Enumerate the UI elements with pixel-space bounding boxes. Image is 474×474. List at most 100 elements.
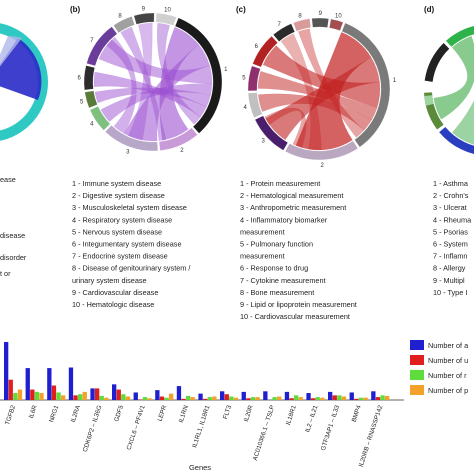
- panel-b-segment-8: [113, 16, 135, 34]
- gene-tick-label: IL1RL1, IL18R1: [191, 404, 211, 449]
- bar-7-series-2: [138, 399, 143, 400]
- panel-d-legend-item: 8 - Allergy: [433, 264, 466, 273]
- bar-4-series-1: [68, 367, 74, 400]
- bar-8-series-3: [164, 397, 169, 400]
- bar-17-series-4: [363, 397, 368, 400]
- panel-a: ease disease disorder t or: [0, 23, 48, 278]
- bar-1-series-2: [8, 379, 13, 400]
- panel-b-ribbon-7: [106, 36, 137, 134]
- panel-b-legend-item: 8 - Disease of genitourinary system /: [72, 264, 191, 273]
- panel-c-segment-4: [247, 92, 263, 118]
- panel-a-legend-item: disorder: [0, 253, 27, 262]
- bar-12-series-3: [250, 397, 256, 400]
- panel-c-legend-item: 9 - Lipid or lipoprotein measurement: [240, 300, 357, 309]
- panel-d-ribbon-2: [452, 100, 474, 145]
- bar-2-series-2: [30, 389, 35, 400]
- gene-tick-label: LEPR: [157, 404, 169, 422]
- panel-c-legend: 1 - Protein measurement 2 - Hematological…: [240, 179, 357, 321]
- bar-18-series-2: [375, 397, 381, 400]
- panel-c-ribbon-7: [298, 28, 365, 138]
- panel-d-legend-item: 10 - Type I: [433, 288, 467, 297]
- bar-15-series-2: [311, 398, 316, 400]
- bar-7-series-3: [142, 397, 148, 400]
- panel-b-legend-item: 4 - Respiratory system disease: [72, 215, 172, 224]
- panel-d-legend-item: 2 - Crohn's: [433, 191, 469, 200]
- panel-b-segment-number-5: 5: [80, 99, 84, 105]
- panel-c-segment-2: [284, 140, 359, 161]
- panel-c-segment-6: [252, 35, 278, 68]
- bar-18-series-4: [385, 395, 390, 400]
- bar-4-series-4: [82, 391, 87, 400]
- panel-b-ribbon-8: [120, 26, 167, 141]
- bar-11-series-4: [233, 397, 239, 400]
- bar-5-series-3: [99, 395, 104, 400]
- panel-b-legend-item: urinary system disease: [72, 276, 147, 285]
- bar-10-series-1: [198, 393, 203, 400]
- bar-15-series-1: [306, 393, 311, 400]
- bar-legend-swatch-2: [410, 355, 424, 365]
- gene-tick-label: NRG1: [48, 404, 60, 423]
- bar-legend-swatch-1: [410, 340, 424, 350]
- panel-c-legend-item: 8 - Bone measurement: [240, 288, 314, 297]
- gene-tick-label: CDK6P2 – IL36G: [82, 404, 104, 453]
- bar-2-series-4: [39, 393, 44, 400]
- bar-9-series-4: [190, 397, 195, 400]
- panel-d-label: (d): [424, 5, 435, 14]
- bar-8-series-4: [169, 393, 174, 400]
- panel-c-segment-number-2: 2: [321, 163, 325, 169]
- bar-3-series-1: [47, 368, 52, 400]
- bar-legend-label-4: Number of p: [428, 386, 468, 395]
- panel-c-chord-diagram: 1 2 3 4 5 6 7 8 9 10: [242, 11, 397, 169]
- panel-b-segment-9: [133, 12, 155, 25]
- bar-5-series-2: [95, 388, 100, 400]
- panel-c-legend-item: 3 - Anthropometric measurement: [240, 203, 346, 212]
- gene-tick-label: IL20RB – RNASSP142: [358, 404, 385, 468]
- gene-tick-label: AC010366.1 – TSLP: [252, 404, 276, 461]
- bar-legend-label-3: Number of r: [428, 371, 467, 380]
- gene-tick-label: CXCL6 – PF4V1: [126, 404, 147, 451]
- panel-b-segment-number-7: 7: [90, 38, 94, 44]
- panel-b-segment-number-4: 4: [90, 122, 94, 128]
- panel-b-ribbon-6: [93, 71, 207, 118]
- bar-13-series-3: [272, 397, 277, 400]
- panel-b-legend-item: 10 - Hematologic disease: [72, 300, 154, 309]
- bar-6-series-3: [121, 394, 126, 400]
- panel-d-segment-1: [446, 26, 474, 47]
- panel-c-segment-5: [247, 65, 261, 92]
- x-axis-title: Genes: [189, 463, 211, 472]
- bar-1-series-1: [4, 342, 9, 400]
- bar-3-series-2: [51, 385, 57, 400]
- panel-b-chord-diagram: 1 2 3 4 5 6 7 8 9 10: [77, 7, 228, 156]
- bar-4-series-3: [78, 394, 83, 400]
- bar-8-series-1: [155, 390, 160, 400]
- bar-legend-label-2: Number of u: [428, 356, 468, 365]
- bar-12-series-1: [241, 391, 246, 400]
- gene-tick-label: BMP4: [351, 404, 363, 423]
- panel-d-legend-item: 9 - Multipl: [433, 276, 465, 285]
- bar-2-series-1: [25, 368, 30, 400]
- panel-b-segment-number-10: 10: [164, 7, 171, 13]
- panel-c-segment-1: [341, 22, 391, 148]
- bar-10-series-3: [207, 397, 212, 400]
- bar-15-series-3: [315, 397, 320, 400]
- panel-c-legend-item: 2 - Hematological measurement: [240, 191, 343, 200]
- panel-d: (d) 1 - Asthma 2 - Crohn's 3 - Ulcerat 4 - …: [424, 5, 474, 297]
- bar-4-series-2: [73, 395, 78, 400]
- panel-d-ribbon-1: [433, 36, 474, 120]
- bar-5-series-4: [104, 397, 109, 400]
- panel-b-label: (b): [70, 5, 81, 14]
- panel-a-segment-1: [0, 23, 48, 141]
- panel-a-ribbon-1: [0, 38, 42, 100]
- bar-3-series-3: [56, 392, 61, 400]
- panel-b-ribbon-9: [156, 23, 201, 125]
- panel-d-legend-item: 3 - Ulcerat: [433, 203, 467, 212]
- bar-14-series-3: [294, 395, 299, 400]
- gene-tick-label: IL2RA: [70, 404, 82, 424]
- bar-11-series-3: [229, 396, 234, 400]
- panel-b-ribbon-10: [128, 22, 153, 141]
- bar-8-series-2: [159, 396, 165, 400]
- gene-tick-label: IL2 – IL21: [304, 404, 319, 433]
- bar-10-series-4: [212, 396, 217, 400]
- panel-c-segment-3: [254, 115, 289, 151]
- bar-15-series-4: [320, 397, 325, 400]
